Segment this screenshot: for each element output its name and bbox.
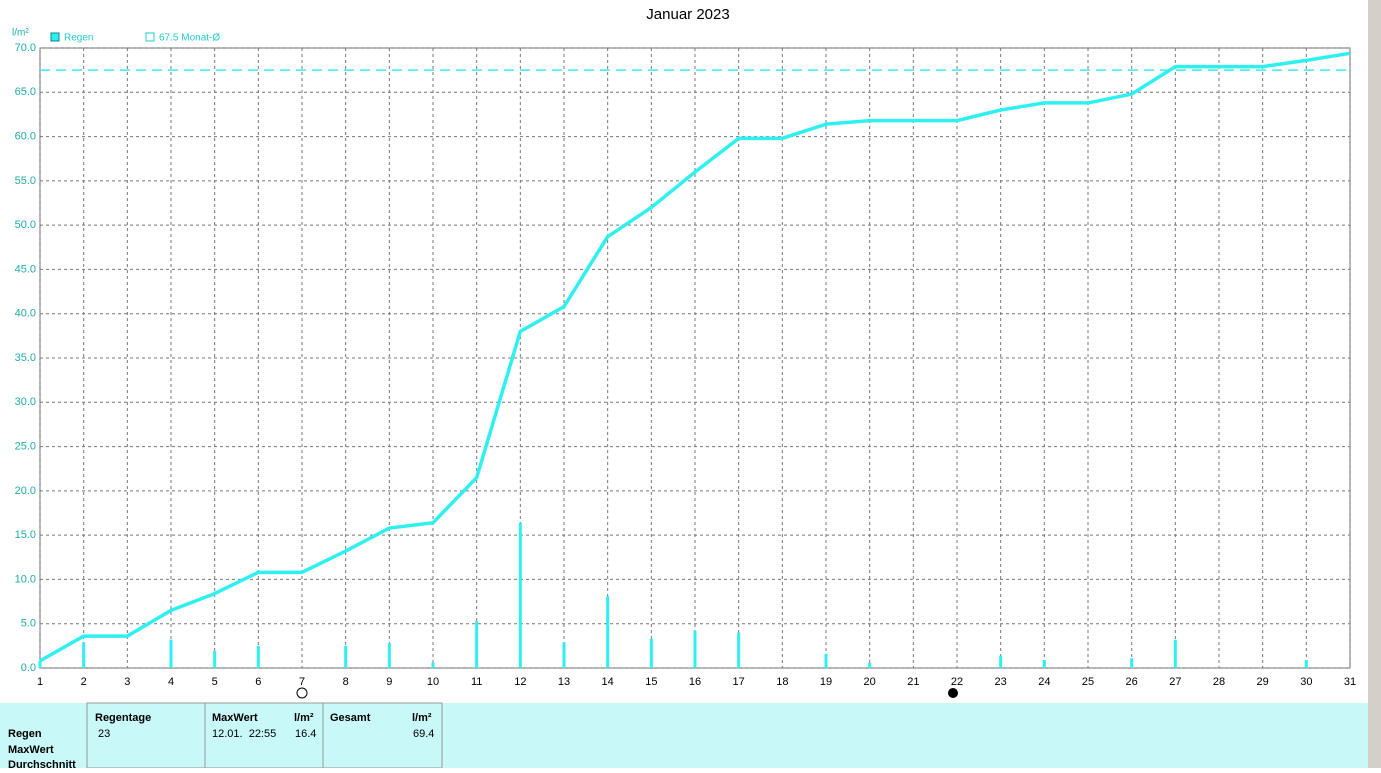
y-tick-label: 45.0 <box>15 263 36 275</box>
legend-label: Regen <box>64 33 93 44</box>
bar <box>1130 658 1134 668</box>
bar <box>1173 639 1177 668</box>
y-tick-label: 65.0 <box>15 86 36 98</box>
y-tick-label: 25.0 <box>15 440 36 452</box>
bar <box>737 632 741 668</box>
bar <box>824 653 828 668</box>
legend-label: 67.5 Monat-Ø <box>159 33 220 44</box>
moon-new <box>948 688 958 698</box>
bar <box>518 522 522 668</box>
y-tick-label: 70.0 <box>15 42 36 54</box>
table-cell: 69.4 <box>413 728 434 740</box>
x-tick-label: 25 <box>1082 676 1094 688</box>
bar <box>606 596 610 668</box>
bar <box>387 643 391 668</box>
column-header: Regentage <box>95 712 151 724</box>
y-tick-label: 40.0 <box>15 308 36 320</box>
x-tick-label: 2 <box>81 676 87 688</box>
x-tick-label: 27 <box>1169 676 1181 688</box>
table-cell: 12.01. 22:55 <box>212 728 276 740</box>
y-axis-label: l/m² <box>12 28 29 39</box>
window-edge <box>1368 0 1381 768</box>
bar <box>1304 660 1308 668</box>
x-tick-label: 16 <box>689 676 701 688</box>
bar <box>1042 660 1046 668</box>
y-tick-label: 10.0 <box>15 573 36 585</box>
x-tick-label: 14 <box>602 676 614 688</box>
x-tick-label: 29 <box>1257 676 1269 688</box>
x-tick-label: 23 <box>995 676 1007 688</box>
x-tick-label: 13 <box>558 676 570 688</box>
legend-swatch <box>50 32 60 42</box>
stats-table: Regen MaxWert Durchschnitt Regentage Max… <box>0 702 1368 771</box>
table-cell: 23 <box>98 728 110 740</box>
bar <box>562 642 566 668</box>
x-tick-label: 20 <box>864 676 876 688</box>
x-tick-label: 10 <box>427 676 439 688</box>
column-header: Gesamt <box>330 712 371 724</box>
column-header: l/m² <box>412 712 432 724</box>
bar <box>169 639 173 668</box>
x-tick-label: 7 <box>299 676 305 688</box>
x-tick-label: 5 <box>212 676 218 688</box>
x-tick-label: 1 <box>37 676 43 688</box>
x-tick-label: 11 <box>471 676 482 688</box>
bar <box>475 621 479 668</box>
row-label: Regen <box>8 728 42 740</box>
bar <box>868 662 872 668</box>
cumulative-line <box>39 51 1351 663</box>
x-tick-label: 6 <box>255 676 261 688</box>
chart-title: Januar 2023 <box>646 6 729 23</box>
column-header: MaxWert <box>212 712 258 724</box>
bar <box>431 662 435 668</box>
x-tick-label: 31 <box>1344 676 1356 688</box>
y-tick-label: 35.0 <box>15 352 36 364</box>
bar <box>693 630 697 668</box>
x-tick-label: 28 <box>1213 676 1225 688</box>
bar <box>999 655 1003 668</box>
row-label: MaxWert <box>8 744 54 756</box>
y-tick-label: 55.0 <box>15 175 36 187</box>
row-label: Durchschnitt <box>8 759 76 768</box>
bar <box>213 651 217 668</box>
column-header: l/m² <box>294 712 314 724</box>
y-tick-label: 60.0 <box>15 130 36 142</box>
x-tick-label: 26 <box>1126 676 1138 688</box>
x-tick-label: 17 <box>733 676 745 688</box>
x-tick-label: 18 <box>776 676 788 688</box>
x-tick-label: 19 <box>820 676 832 688</box>
y-tick-label: 30.0 <box>15 396 36 408</box>
bar <box>82 642 86 668</box>
y-tick-label: 5.0 <box>21 618 36 630</box>
x-tick-label: 4 <box>168 676 174 688</box>
x-tick-label: 8 <box>343 676 349 688</box>
table-cell: 16.4 <box>295 728 316 740</box>
bar <box>344 645 348 668</box>
x-tick-label: 12 <box>514 676 526 688</box>
legend-swatch <box>145 32 155 42</box>
x-tick-label: 21 <box>907 676 919 688</box>
bar <box>649 638 653 668</box>
moon-full <box>296 687 308 699</box>
bar <box>256 645 260 668</box>
x-tick-label: 24 <box>1038 676 1050 688</box>
bar <box>38 660 42 668</box>
x-tick-label: 22 <box>951 676 963 688</box>
y-tick-label: 20.0 <box>15 485 36 497</box>
x-tick-label: 3 <box>124 676 130 688</box>
x-tick-label: 15 <box>645 676 657 688</box>
y-tick-label: 0.0 <box>21 662 36 674</box>
x-tick-label: 30 <box>1300 676 1312 688</box>
y-tick-label: 15.0 <box>15 529 36 541</box>
y-tick-label: 50.0 <box>15 219 36 231</box>
x-tick-label: 9 <box>386 676 392 688</box>
